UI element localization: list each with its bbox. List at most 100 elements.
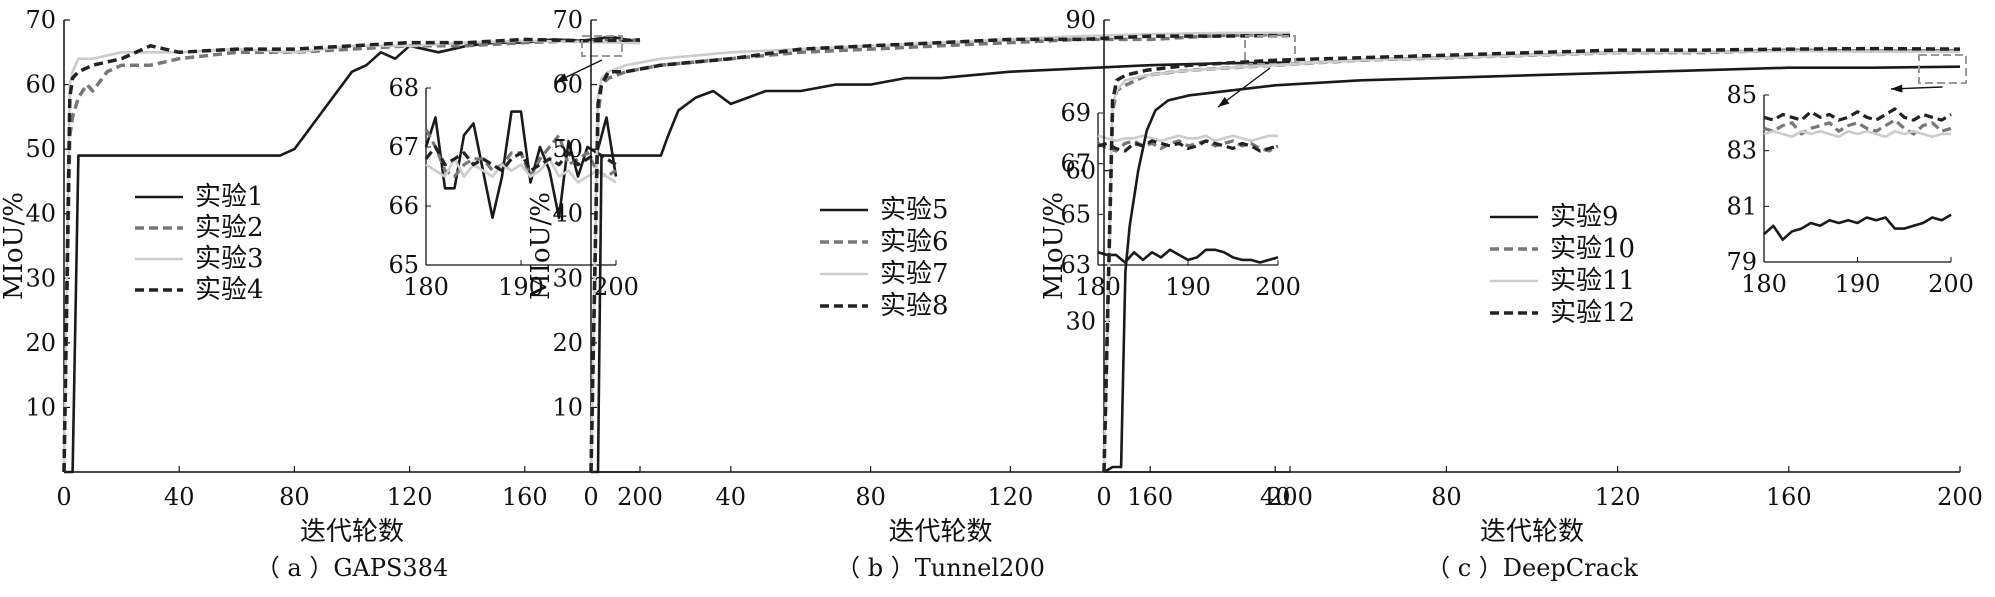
legend-label: 实验2 — [195, 213, 264, 243]
y-tick-label: 60 — [1065, 157, 1096, 185]
x-tick-label: 120 — [987, 483, 1033, 511]
inset-x-tick-label: 200 — [1928, 270, 1974, 298]
panel-caption: （ c ）DeepCrack — [1426, 554, 1638, 582]
inset-x-tick-label: 200 — [1255, 273, 1301, 301]
inset-series-line-4 — [1097, 139, 1279, 153]
inset-chart: 180 190 200 63 65 67 69 — [1060, 99, 1300, 301]
zoom-box — [1918, 54, 1967, 84]
series-line-2 — [62, 38, 641, 473]
y-tick-label: 40 — [552, 200, 583, 228]
series-line-4 — [589, 33, 1291, 473]
inset-series-line-4 — [424, 145, 617, 173]
y-tick-label: 20 — [552, 329, 583, 357]
inset-x-tick-label: 180 — [1741, 270, 1787, 298]
y-tick-label: 10 — [552, 393, 583, 421]
inset-y-tick-label: 65 — [388, 251, 419, 279]
x-tick-label: 80 — [1431, 483, 1462, 511]
inset-chart: 180 190 200 79 81 83 85 — [1726, 81, 1973, 298]
y-tick-label: 20 — [25, 329, 56, 357]
y-tick-label: 60 — [25, 71, 56, 99]
series-line-2 — [589, 32, 1291, 473]
legend-label: 实验7 — [880, 259, 949, 289]
legend-label: 实验12 — [1550, 298, 1635, 328]
inset-y-tick-label: 81 — [1726, 192, 1757, 220]
y-tick-label: 90 — [1065, 6, 1096, 34]
series-line-1 — [1103, 65, 1961, 474]
inset-background — [1764, 95, 1951, 262]
x-tick-label: 80 — [279, 483, 310, 511]
panel-caption: （ a ）GAPS384 — [256, 554, 448, 582]
chart-panel-2: 0 40 80 120 160 200 10 20 30 40 50 60 70 迭代轮数 MIoU/% （ … — [526, 6, 1313, 582]
inset-series-line-1 — [1763, 213, 1952, 241]
x-tick-label: 0 — [1096, 483, 1111, 511]
x-tick-label: 160 — [502, 483, 548, 511]
inset-series-line-3 — [425, 157, 617, 184]
y-tick-label: 70 — [25, 6, 56, 34]
x-tick-label: 200 — [1267, 483, 1313, 511]
x-tick-label: 40 — [164, 483, 195, 511]
x-tick-label: 120 — [387, 483, 433, 511]
x-axis-label: 迭代轮数 — [300, 517, 404, 547]
y-tick-label: 30 — [25, 264, 56, 292]
y-tick-label: 50 — [552, 135, 583, 163]
inset-x-tick-label: 190 — [1165, 273, 1211, 301]
inset-y-tick-label: 79 — [1726, 248, 1757, 276]
inset-series-line-3 — [1763, 129, 1951, 139]
x-tick-label: 200 — [1937, 483, 1983, 511]
inset-series-line-2 — [1097, 139, 1279, 153]
inset-series-line-4 — [1763, 107, 1952, 122]
legend-label: 实验11 — [1550, 266, 1635, 296]
inset-y-tick-label: 65 — [1060, 200, 1091, 228]
zoom-arrow-head — [556, 73, 568, 82]
y-tick-label: 10 — [25, 393, 56, 421]
series-line-3 — [1102, 49, 1960, 473]
inset-series-line-1 — [1097, 248, 1279, 264]
y-tick-label: 50 — [25, 135, 56, 163]
inset-y-tick-label: 66 — [388, 192, 419, 220]
x-axis-label: 迭代轮数 — [888, 517, 992, 547]
inset-series-line-3 — [1097, 134, 1278, 143]
legend-label: 实验6 — [880, 227, 949, 257]
x-tick-label: 160 — [1127, 483, 1173, 511]
y-axis-label: MIoU/% — [0, 192, 29, 300]
chart-panel-3: 0 40 80 120 160 200 30 60 90 迭代轮数 MIoU/% （ c ）DeepC… — [1039, 6, 1983, 582]
y-axis-label: MIoU/% — [1039, 192, 1069, 300]
inset-background — [1098, 113, 1278, 265]
x-tick-label: 0 — [583, 483, 598, 511]
series-line-4 — [62, 37, 641, 473]
y-axis-label: MIoU/% — [526, 192, 556, 300]
x-tick-label: 80 — [855, 483, 886, 511]
y-tick-label: 30 — [1065, 307, 1096, 335]
y-tick-label: 70 — [552, 6, 583, 34]
legend-label: 实验10 — [1550, 234, 1635, 264]
x-tick-label: 40 — [716, 483, 747, 511]
legend-label: 实验1 — [195, 182, 264, 212]
x-tick-label: 200 — [617, 483, 663, 511]
inset-series-line-2 — [1763, 118, 1952, 136]
legend-label: 实验8 — [880, 291, 949, 321]
zoom-arrow-head — [1891, 84, 1903, 93]
series-line-4 — [1102, 46, 1961, 473]
legend-label: 实验5 — [880, 195, 949, 225]
y-tick-label: 60 — [552, 71, 583, 99]
panel-caption: （ b ）Tunnel200 — [836, 554, 1045, 582]
inset-x-tick-label: 190 — [1835, 270, 1881, 298]
inset-y-tick-label: 68 — [388, 74, 419, 102]
inset-y-tick-label: 69 — [1060, 99, 1091, 127]
inset-y-tick-label: 63 — [1060, 251, 1091, 279]
inset-y-tick-label: 83 — [1726, 137, 1757, 165]
inset-x-tick-label: 180 — [1075, 273, 1121, 301]
x-axis-label: 迭代轮数 — [1480, 517, 1584, 547]
x-tick-label: 120 — [1595, 483, 1641, 511]
inset-y-tick-label: 67 — [388, 133, 419, 161]
series-line-1 — [591, 61, 1291, 474]
y-tick-label: 40 — [25, 200, 56, 228]
legend-label: 实验4 — [195, 275, 264, 305]
x-tick-label: 40 — [1260, 483, 1291, 511]
y-tick-label: 30 — [552, 264, 583, 292]
inset-x-tick-label: 190 — [498, 273, 544, 301]
